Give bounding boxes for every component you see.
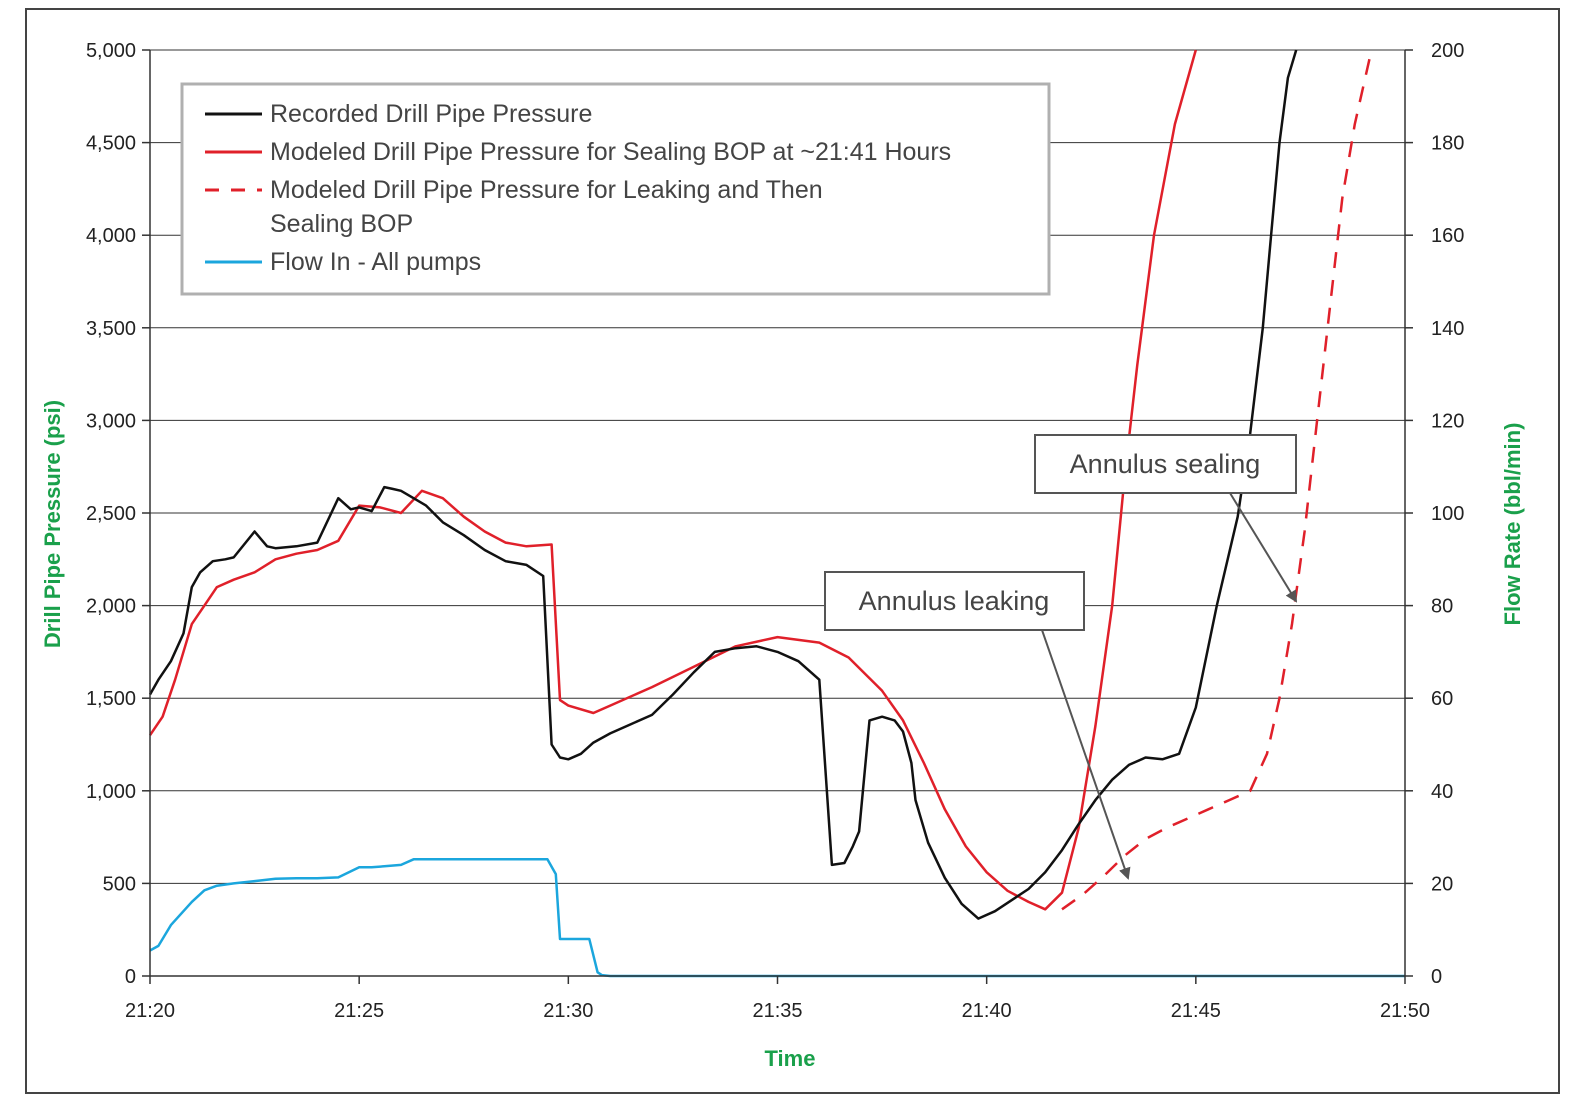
- series-modeled-leaking: [1061, 49, 1373, 911]
- annotation-arrow-sealing: [1229, 492, 1298, 603]
- y-right-tick-label: 40: [1431, 781, 1453, 803]
- y-right-tick-label: 140: [1431, 318, 1464, 340]
- y-right-tick-label: 80: [1431, 596, 1453, 618]
- annotation-arrow-leaking: [1041, 629, 1131, 880]
- x-tick-label: 21:25: [334, 1000, 384, 1022]
- y-left-axis-title: Drill Pipe Pressure (psi): [40, 400, 65, 648]
- annotation-annulus-sealing: Annulus sealing: [1034, 434, 1298, 603]
- x-tick-label: 21:20: [125, 1000, 175, 1022]
- legend: Recorded Drill Pipe Pressure Modeled Dri…: [180, 82, 1051, 296]
- y-left-tick-label: 4,500: [86, 133, 136, 155]
- x-tick-label: 21:50: [1380, 1000, 1430, 1022]
- annotation-text-leaking: Annulus leaking: [859, 586, 1050, 616]
- y-right-tick-label: 120: [1431, 410, 1464, 432]
- series-recorded-pressure: [148, 49, 1298, 920]
- legend-label-modeled-sealing: Modeled Drill Pipe Pressure for Sealing …: [270, 138, 951, 166]
- y-right-tick-label: 160: [1431, 225, 1464, 247]
- x-tick-label: 21:40: [962, 1000, 1012, 1022]
- x-tick-label: 21:30: [543, 1000, 593, 1022]
- y-left-tick-label: 3,000: [86, 410, 136, 432]
- x-tick-label: 21:35: [752, 1000, 802, 1022]
- series-modeled-sealing: [148, 49, 1198, 911]
- legend-label-modeled-leaking-line2: Sealing BOP: [270, 210, 413, 238]
- y-right-tick-label: 60: [1431, 688, 1453, 710]
- y-left-tick-label: 1,000: [86, 781, 136, 803]
- series-flow-in: [149, 858, 1405, 978]
- y-left-tick-label: 500: [103, 873, 136, 895]
- annotation-text-sealing: Annulus sealing: [1070, 449, 1261, 479]
- legend-label-flow-in: Flow In - All pumps: [270, 248, 481, 276]
- x-tick-labels: 21:20 21:25 21:30 21:35 21:40 21:45 21:50: [125, 1000, 1430, 1022]
- legend-label-modeled-leaking: Modeled Drill Pipe Pressure for Leaking …: [270, 176, 823, 204]
- y-right-tick-label: 0: [1431, 966, 1442, 988]
- y-right-axis-title: Flow Rate (bbl/min): [1500, 423, 1525, 626]
- y-right-tick-label: 20: [1431, 873, 1453, 895]
- y-left-tick-label: 3,500: [86, 318, 136, 340]
- axes: [142, 49, 1413, 984]
- legend-box: [180, 82, 1051, 296]
- annotation-box-sealing: [1034, 434, 1297, 494]
- y-left-tick-label: 2,500: [86, 503, 136, 525]
- x-tick-label: 21:45: [1171, 1000, 1221, 1022]
- y-left-tick-label: 2,000: [86, 596, 136, 618]
- series-layer: [148, 49, 1405, 978]
- y-left-tick-label: 5,000: [86, 40, 136, 62]
- x-axis-title: Time: [765, 1046, 816, 1071]
- legend-label-recorded: Recorded Drill Pipe Pressure: [270, 100, 592, 128]
- left-tick-labels: 0 500 1,000 1,500 2,000 2,500 3,000 3,500 4,000 4…: [86, 40, 136, 988]
- y-left-tick-label: 1,500: [86, 688, 136, 710]
- right-tick-labels: 0 20 40 60 80 100 120 140 160 180 200: [1431, 40, 1464, 988]
- y-right-tick-label: 200: [1431, 40, 1464, 62]
- annotation-annulus-leaking: Annulus leaking: [824, 571, 1131, 880]
- y-left-tick-label: 4,000: [86, 225, 136, 247]
- y-right-tick-label: 180: [1431, 133, 1464, 155]
- annotation-box-leaking: [824, 571, 1085, 631]
- y-left-tick-label: 0: [125, 966, 136, 988]
- y-right-tick-label: 100: [1431, 503, 1464, 525]
